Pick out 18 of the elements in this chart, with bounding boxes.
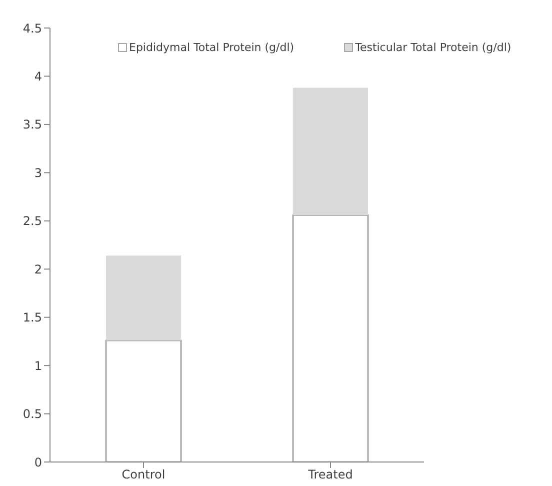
- bar: [293, 88, 368, 216]
- bar: [292, 214, 369, 462]
- y-tick-label: 4.5: [22, 21, 42, 36]
- y-tick-label: 2.5: [22, 214, 42, 228]
- y-tick-label: 4: [34, 69, 42, 84]
- legend-label: Testicular Total Protein (g/dl): [354, 41, 512, 54]
- x-tick-label: Treated: [307, 468, 353, 482]
- bar: [106, 256, 181, 340]
- y-tick-label: 1: [34, 358, 42, 373]
- y-tick-label: 3.5: [22, 118, 42, 132]
- y-tick-label: 0.5: [22, 407, 42, 422]
- y-tick-label: 3: [34, 166, 42, 180]
- bar: [105, 340, 182, 462]
- y-tick-label: 0: [34, 455, 42, 470]
- legend-label: Epididymal Total Protein (g/dl): [128, 41, 294, 54]
- y-tick-label: 1.5: [22, 310, 42, 325]
- y-tick-label: 2: [34, 262, 42, 276]
- x-tick-label: Control: [122, 468, 166, 482]
